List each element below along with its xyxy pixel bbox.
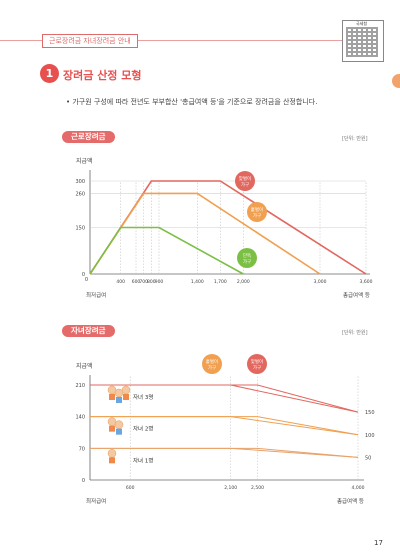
chart1-callout-label: 가구 (241, 181, 249, 188)
chart2-series-line (90, 447, 359, 458)
chart1-callout-label: 가구 (243, 258, 251, 265)
header-rule (0, 40, 376, 41)
chart2-child-label: 자녀 2명 (133, 425, 153, 433)
chart2-x-tick-label: 2,500 (251, 485, 264, 491)
chart1-x-tick-label: 700 (139, 279, 148, 285)
chart1-unit: [단위: 만원] (342, 136, 368, 142)
chart2-x-tick-label: 600 (126, 485, 135, 491)
chart2-unit: [단위: 만원] (342, 330, 368, 336)
chart1-callout-label: 맞벌이 (239, 175, 251, 182)
chart1-y-tick-label: 300 (75, 179, 85, 185)
chart1-callout-bubble (235, 171, 255, 191)
chart2-callout-label: 가구 (208, 364, 216, 371)
child-figure-icon (107, 449, 117, 458)
page-number: 17 (374, 539, 383, 547)
chart2-series-line (90, 416, 359, 436)
chart2-xlabel: 총급여액 등 (337, 497, 364, 505)
chart1-y-tick-label: 260 (75, 191, 85, 197)
section-title: 장려금 산정 모형 (63, 69, 142, 82)
qr-code-label: 국세청 (356, 21, 368, 26)
child-figure-icon (116, 428, 122, 435)
child-figure-icon (123, 394, 129, 400)
chart1-x-tick-label: 900 (155, 279, 164, 285)
chart2-ylabel: 지급액 (76, 362, 93, 370)
chart1-callout-label: 홑벌이 (251, 206, 263, 213)
chart1-ylabel: 지급액 (76, 157, 93, 165)
chart2-callout-label: 가구 (253, 364, 261, 371)
chart2-callout-bubble (202, 354, 222, 374)
chart1-origin-tick-label: 0 (85, 277, 88, 283)
chart2-callout-label: 홑벌이 (206, 358, 218, 365)
header-tag: 근로장려금 자녀장려금 안내 (42, 34, 138, 48)
child-figure-icon (109, 425, 115, 432)
chart1-x-tick-label: 2,000 (237, 279, 250, 285)
chart1-callout-bubble (247, 202, 267, 222)
chart2-y-tick-label: 70 (79, 446, 85, 452)
chart1-callout-label: 단독 (243, 252, 251, 259)
chart2-y-tick-label: 0 (82, 478, 85, 484)
chart1-series-line (89, 226, 244, 275)
chart1-callout-bubble (237, 248, 257, 268)
chart1-x-tick-label: 1,700 (214, 279, 227, 285)
child-figure-icon (121, 385, 131, 395)
chart2-y-tick-label: 210 (75, 383, 85, 389)
chart2-series-line (90, 384, 359, 413)
chart2-callout-label: 맞벌이 (251, 358, 263, 365)
section-number-badge: 1 (40, 64, 59, 83)
chart1-origin-label: 최저급여 (86, 291, 106, 299)
chart2-x-tick-label: 4,000 (352, 485, 365, 491)
chart1-chip: 근로장려금 (62, 131, 115, 143)
chart1-callout-label: 가구 (253, 212, 261, 219)
chart2-child-label: 자녀 1명 (133, 456, 153, 464)
chart2-chip: 자녀장려금 (62, 325, 115, 337)
chart2-y-tick-label: 140 (75, 415, 85, 421)
chart1-x-tick-label: 400 (116, 279, 125, 285)
chart1-y-tick-label: 0 (82, 272, 85, 278)
child-figure-icon (116, 397, 122, 403)
chart1-x-tick-label: 1,400 (191, 279, 204, 285)
child-figure-icon (109, 457, 115, 464)
chart2-child-label: 자녀 3명 (133, 393, 153, 401)
child-figure-icon (109, 394, 115, 400)
chart1-y-tick-label: 150 (75, 226, 85, 232)
chart1-xlabel: 총급여액 등 (343, 291, 370, 299)
chart2-callout-bubble (247, 354, 267, 374)
side-tab-icon (392, 74, 400, 88)
qr-code-pattern (346, 27, 378, 57)
chart1-x-tick-label: 600 (132, 279, 141, 285)
chart2-end-label: 150 (365, 410, 375, 416)
chart1-x-tick-label: 3,000 (314, 279, 327, 285)
section-bullet-text: • 가구원 구성에 따라 전년도 부부합산 '총급여액 등'을 기준으로 장려금… (66, 98, 318, 106)
chart2-end-label: 50 (365, 455, 371, 461)
chart1-x-tick-label: 3,600 (360, 279, 373, 285)
chart2-x-tick-label: 2,100 (224, 485, 237, 491)
chart2-end-label: 100 (365, 433, 375, 439)
child-figure-icon (114, 420, 124, 429)
chart2-origin-label: 최저급여 (86, 497, 106, 505)
chart1-x-tick-label: 800 (147, 279, 156, 285)
chart1-series-line (89, 192, 321, 275)
